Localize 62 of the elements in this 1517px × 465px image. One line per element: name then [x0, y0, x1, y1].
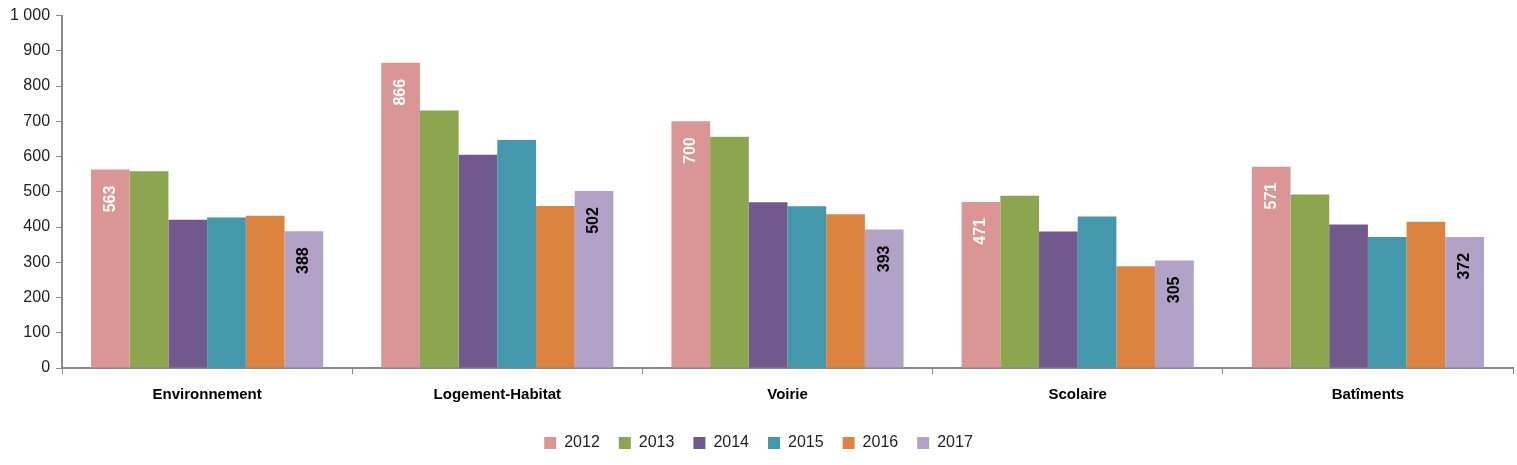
legend-label: 2013 — [638, 433, 675, 451]
y-tick-label: 0 — [41, 358, 51, 376]
bar — [1329, 224, 1368, 368]
y-tick-label: 1 000 — [9, 6, 51, 24]
x-tick-label: Voirie — [767, 385, 808, 403]
legend-label: 2015 — [788, 433, 824, 451]
data-label: 700 — [681, 137, 699, 165]
data-label: 563 — [100, 185, 118, 213]
y-tick-label: 700 — [23, 111, 51, 129]
bar — [1116, 266, 1156, 368]
bar — [207, 217, 246, 368]
bar — [1039, 231, 1078, 368]
bar — [1367, 236, 1407, 368]
y-tick-label: 500 — [23, 182, 51, 200]
bar — [671, 121, 711, 368]
bar — [381, 62, 420, 368]
y-tick-label: 200 — [23, 287, 51, 305]
y-tick-label: 400 — [23, 217, 51, 235]
y-tick-label: 600 — [23, 146, 51, 164]
bar — [91, 169, 130, 368]
data-label: 471 — [971, 217, 989, 245]
bar — [536, 205, 575, 368]
data-label: 866 — [391, 78, 408, 106]
bar — [1290, 194, 1330, 368]
legend-label: 2012 — [564, 433, 600, 451]
bar — [245, 215, 285, 368]
legend-label: 2017 — [937, 433, 973, 451]
bar — [826, 214, 865, 368]
bar — [1155, 260, 1194, 368]
bar — [1000, 195, 1040, 368]
y-tick-label: 900 — [23, 41, 51, 59]
y-tick-label: 800 — [23, 76, 51, 94]
data-label: 393 — [874, 245, 892, 273]
bar — [1406, 221, 1446, 368]
x-tick-label: Environnement — [152, 385, 262, 403]
bar — [574, 191, 614, 368]
data-label: 571 — [1261, 182, 1279, 210]
data-label: 502 — [584, 207, 602, 234]
bar — [168, 219, 208, 368]
legend-label: 2016 — [862, 433, 899, 451]
bar — [458, 154, 498, 368]
data-label: 372 — [1455, 252, 1473, 280]
bar — [419, 110, 459, 368]
bar — [284, 231, 324, 368]
y-tick-label: 300 — [23, 252, 51, 270]
bar — [129, 171, 169, 368]
bar — [1077, 216, 1117, 368]
data-label: 305 — [1164, 276, 1182, 304]
bar — [1445, 236, 1484, 368]
bar — [787, 206, 827, 368]
legend-label: 2014 — [713, 433, 750, 451]
bar — [864, 229, 904, 368]
bar — [748, 202, 788, 368]
x-tick-label: Scolaire — [1048, 385, 1107, 403]
bar — [1251, 166, 1291, 368]
data-label: 388 — [294, 247, 312, 274]
bar — [497, 140, 537, 368]
bar — [710, 136, 749, 368]
x-tick-label: Logement-Habitat — [433, 385, 562, 403]
y-tick-label: 100 — [23, 323, 51, 341]
x-tick-label: Batîments — [1331, 385, 1405, 403]
bar — [961, 202, 1001, 368]
